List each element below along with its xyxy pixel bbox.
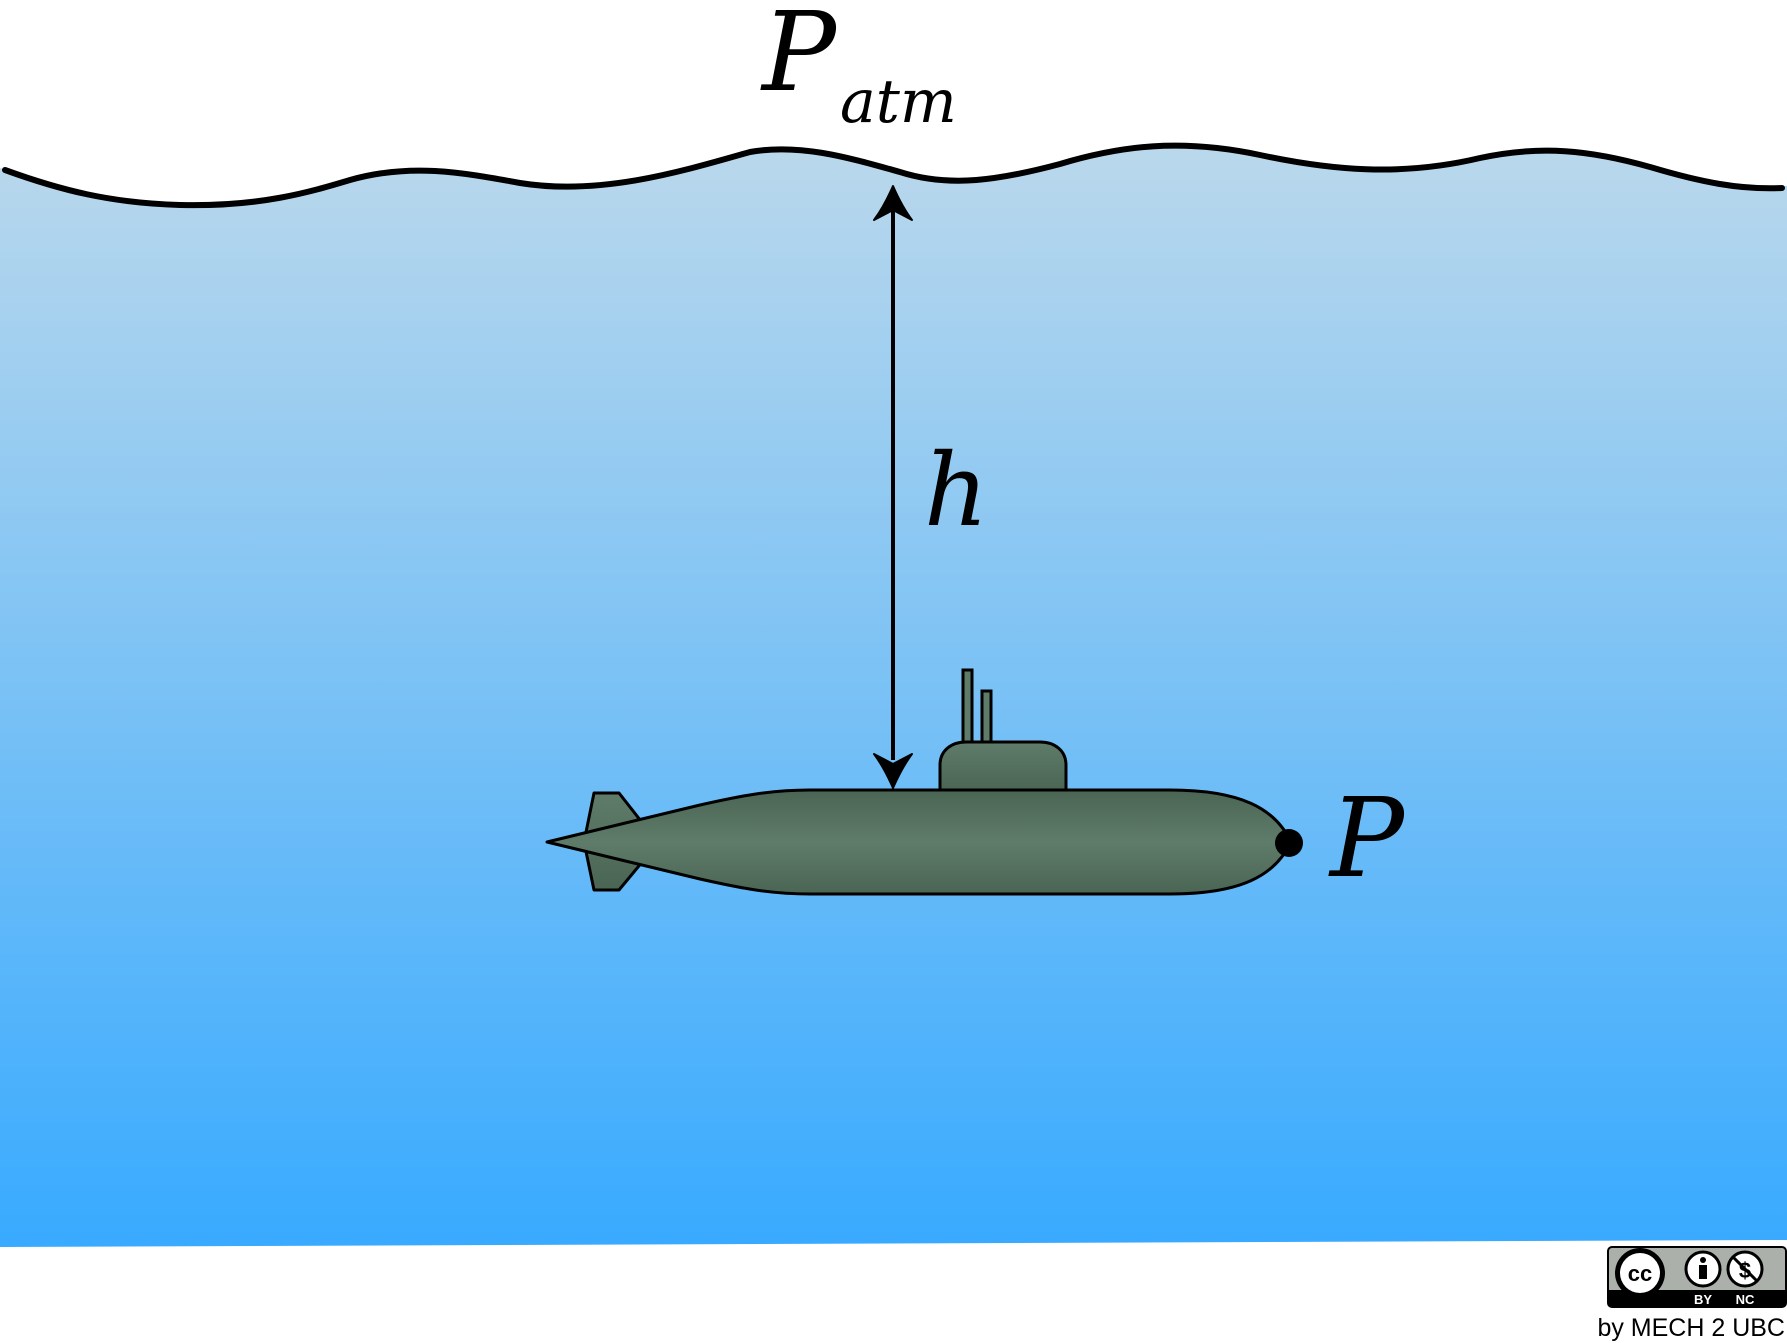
depth-arrow — [873, 185, 913, 789]
atmospheric-pressure-label: P atm — [760, 0, 957, 137]
license-nc-text: NC — [1736, 1292, 1755, 1307]
pressure-point-marker — [1275, 829, 1303, 857]
arrow-head-up-icon — [873, 185, 913, 221]
point-pressure-label: P — [1328, 774, 1406, 902]
arrow-head-down-icon — [873, 753, 913, 789]
cc-symbol: cc — [1628, 1261, 1652, 1286]
surface-pressure-subscript: atm — [840, 67, 957, 137]
water-surface-line — [2, 142, 1785, 209]
submarine — [545, 668, 1303, 896]
surface-pressure-symbol: P — [760, 0, 838, 116]
depth-label: h — [924, 432, 988, 549]
submarine-periscope-tall — [961, 668, 974, 752]
license-badge: cc $ BY NC — [1607, 1246, 1787, 1308]
non-commercial-icon: $ — [1726, 1250, 1764, 1288]
license-by-text: BY — [1694, 1292, 1712, 1307]
submarine-conning-tower — [938, 740, 1068, 794]
creative-commons-icon: cc — [1615, 1248, 1665, 1298]
attribution-icon — [1684, 1250, 1722, 1288]
credit-text: by MECH 2 UBC — [1597, 1314, 1785, 1342]
